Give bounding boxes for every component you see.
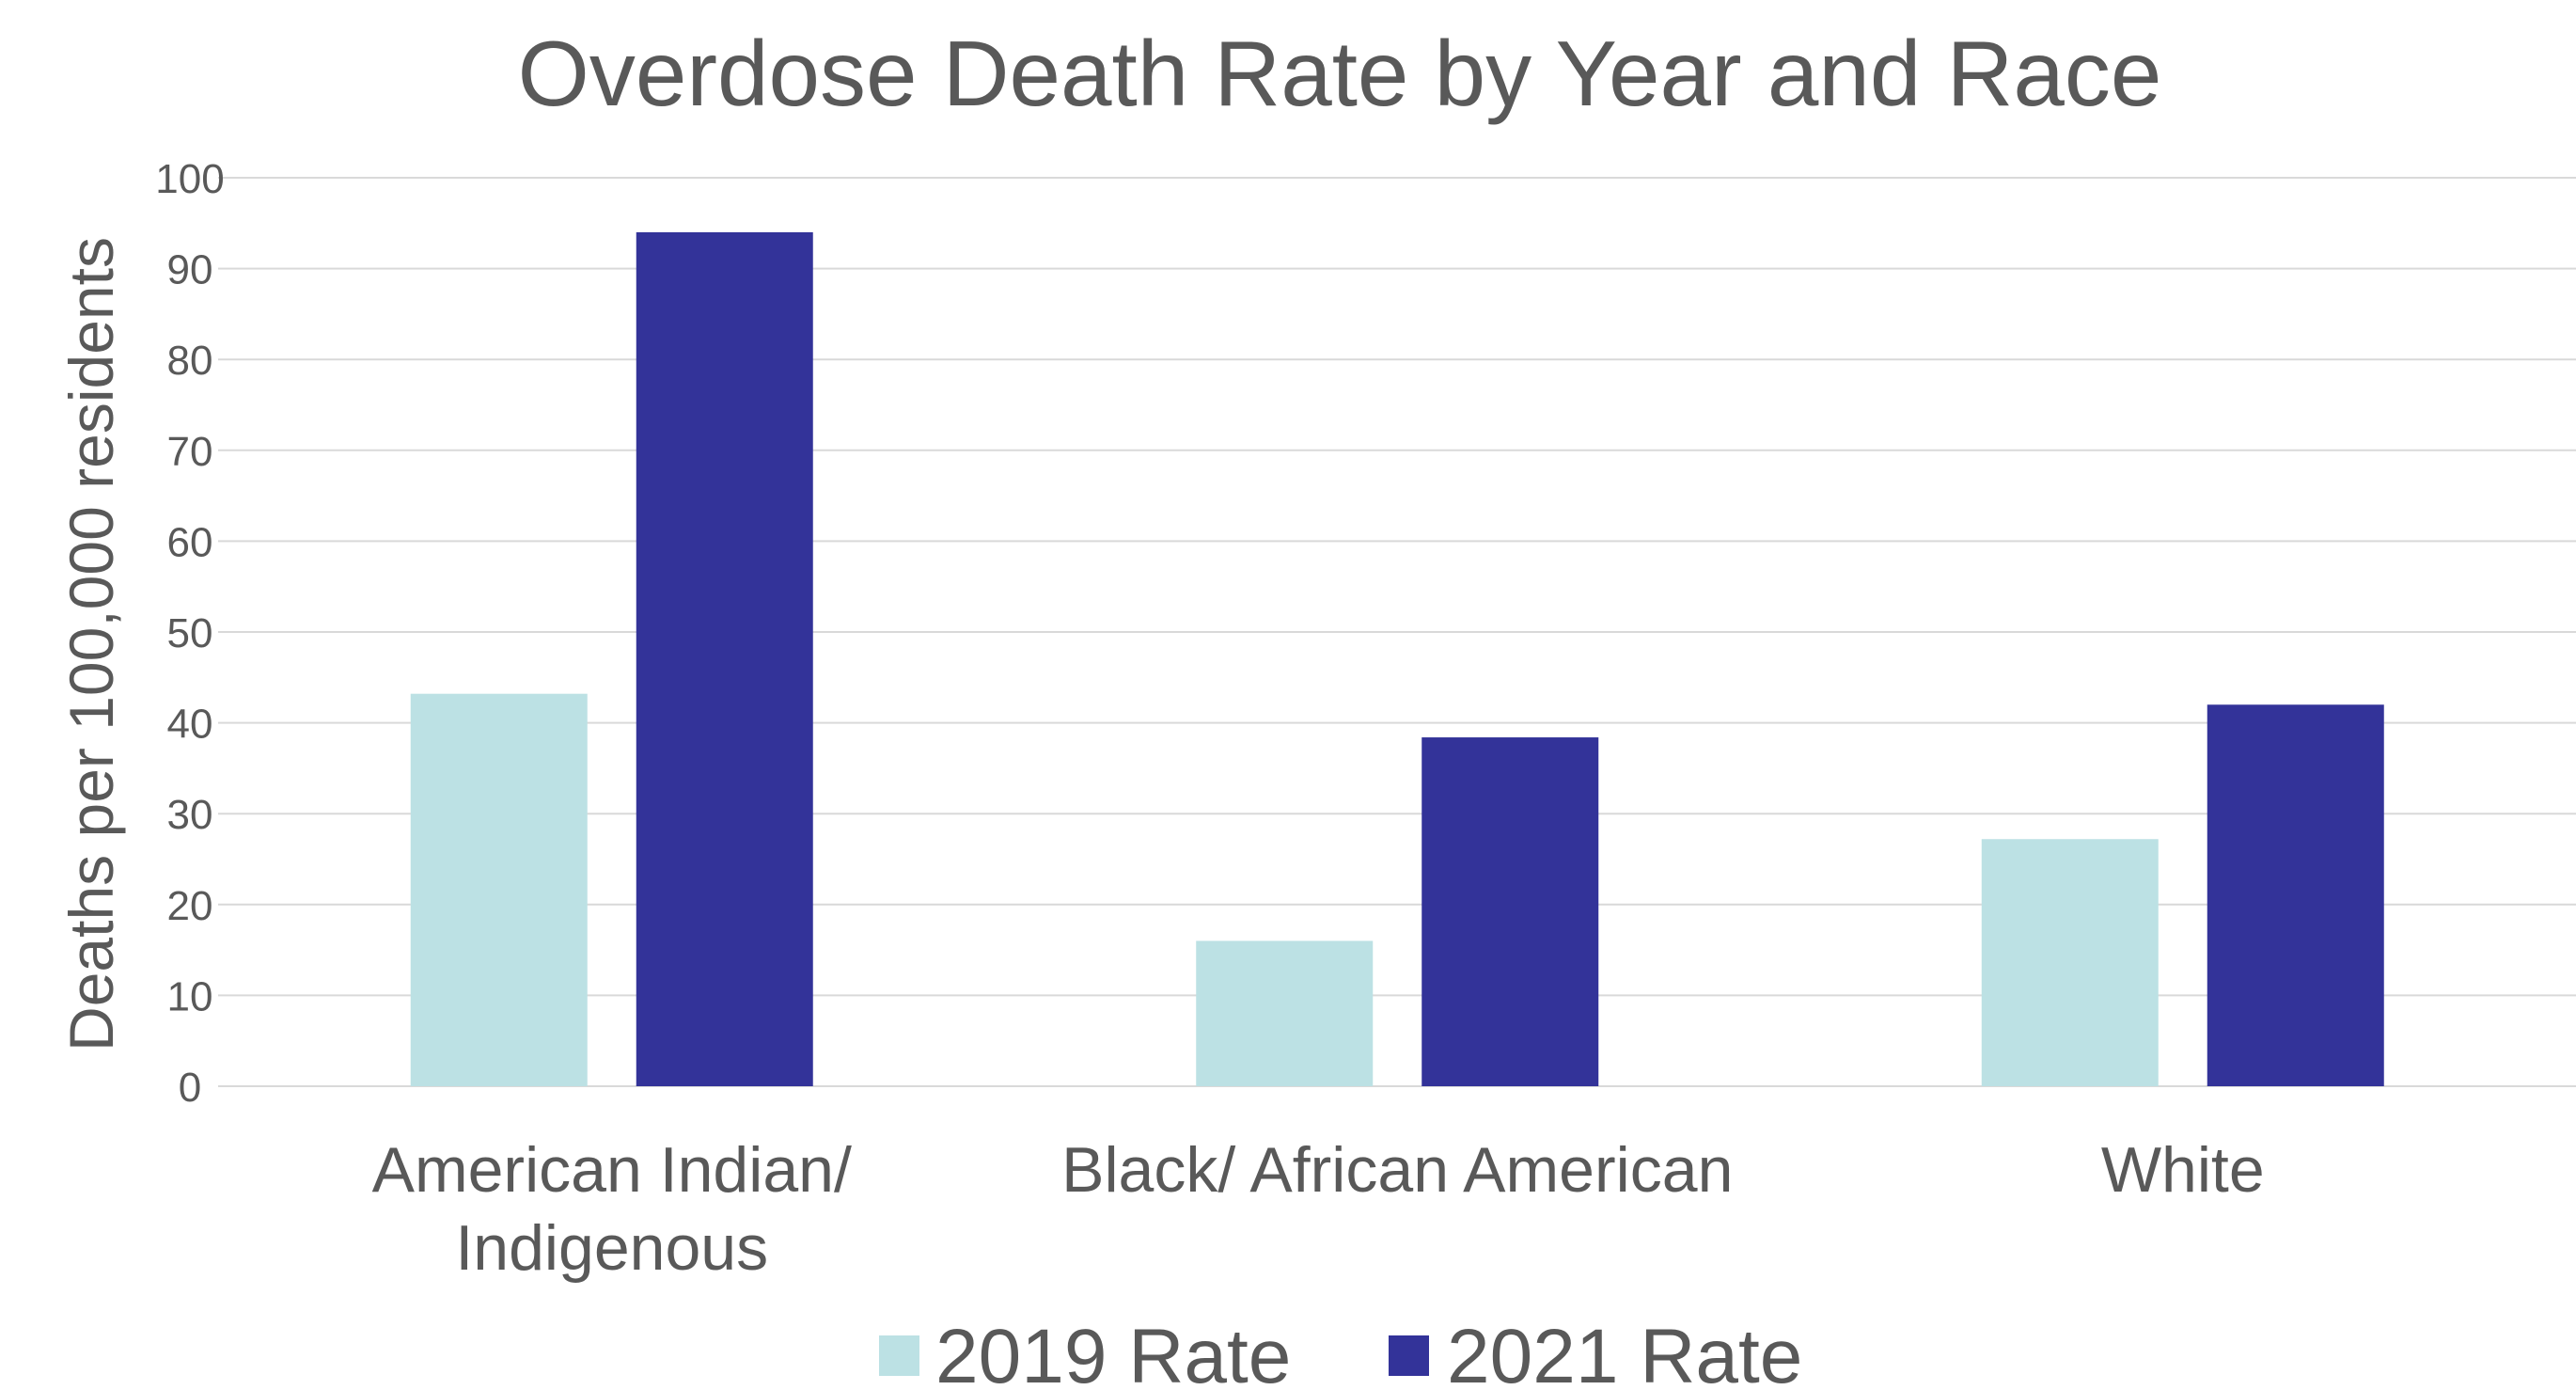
legend-label-0: 2019 Rate: [935, 1314, 1291, 1390]
gridlines: [218, 177, 2576, 1087]
x-axis-categories: American Indian/Indigenous Black/ African…: [372, 1134, 2265, 1284]
y-tick-label: 30: [167, 792, 213, 838]
y-tick-label: 50: [167, 610, 213, 656]
legend-swatch-1: [1389, 1335, 1429, 1376]
bar-2019-rate-1: [1196, 940, 1374, 1086]
chart-title: Overdose Death Rate by Year and Race: [518, 22, 2162, 125]
bar-2021-rate-0: [636, 231, 813, 1086]
bar-2021-rate-1: [1422, 737, 1599, 1086]
y-tick-label: 60: [167, 519, 213, 565]
y-axis-title: Deaths per 100,000 residents: [56, 237, 126, 1051]
bar-2019-rate-2: [1981, 839, 2159, 1086]
bars: [410, 231, 2384, 1086]
y-tick-label: 100: [155, 156, 224, 202]
y-axis-ticks: 0 10 20 30 40 50 60 70 80 90 100: [155, 156, 224, 1111]
legend-swatch-0: [879, 1335, 919, 1376]
y-tick-label: 20: [167, 883, 213, 929]
bar-2019-rate-0: [410, 693, 588, 1086]
x-category-label: Indigenous: [455, 1212, 768, 1284]
legend-label-1: 2021 Rate: [1447, 1314, 1802, 1390]
y-tick-label: 10: [167, 973, 213, 1019]
x-category-label: White: [2101, 1134, 2265, 1206]
y-tick-label: 0: [179, 1065, 201, 1111]
y-tick-label: 90: [167, 247, 213, 293]
bar-2021-rate-2: [2207, 704, 2384, 1086]
y-tick-label: 70: [167, 429, 213, 475]
legend: 2019 Rate 2021 Rate: [879, 1314, 1802, 1390]
x-category-label: American Indian/: [372, 1134, 852, 1206]
y-tick-label: 40: [167, 702, 213, 748]
y-tick-label: 80: [167, 338, 213, 384]
x-category-label: Black/ African American: [1061, 1134, 1733, 1206]
